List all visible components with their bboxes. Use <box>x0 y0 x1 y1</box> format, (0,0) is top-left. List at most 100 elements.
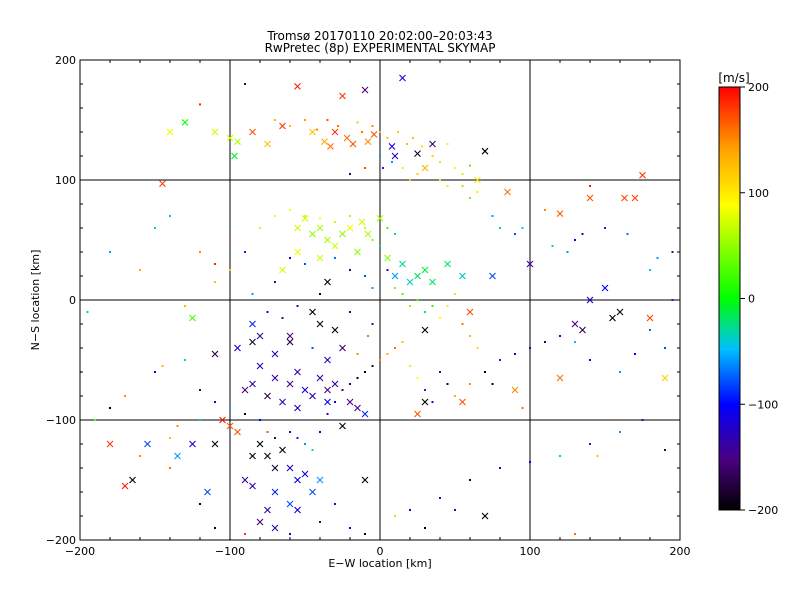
data-point-x <box>481 147 489 155</box>
data-point-dot <box>319 217 321 220</box>
data-point-x <box>364 230 372 238</box>
data-point-x <box>204 488 211 496</box>
data-point-dot <box>671 251 674 253</box>
data-point-dot <box>521 407 524 409</box>
data-point-dot <box>401 293 404 295</box>
data-point-dot <box>296 437 299 439</box>
data-point-dot <box>214 527 216 529</box>
data-point-x <box>241 476 249 484</box>
data-point-dot <box>514 353 516 355</box>
data-point-dot <box>491 215 494 217</box>
data-point-dot <box>371 287 374 289</box>
data-point-x <box>358 218 366 226</box>
data-point-dot <box>386 227 389 229</box>
data-point-x <box>316 476 324 484</box>
grid-lines <box>80 60 680 540</box>
chart-title: Tromsø 20170110 20:02:00–20:03:43 <box>266 29 492 43</box>
data-point-x <box>354 404 361 412</box>
x-tick-label: −200 <box>65 545 95 558</box>
data-point-dot <box>574 239 576 241</box>
data-point-x <box>331 380 339 388</box>
data-point-x <box>174 452 181 460</box>
data-point-dot <box>319 431 321 433</box>
data-point-dot <box>319 521 321 523</box>
data-point-x <box>388 143 396 150</box>
data-point-dot <box>499 227 501 229</box>
data-point-dot <box>394 287 396 289</box>
data-point-dot <box>371 125 374 127</box>
data-point-x <box>264 452 271 460</box>
data-point-dot <box>139 455 141 457</box>
data-point-dot <box>289 431 291 433</box>
data-point-x <box>331 128 339 136</box>
data-point-x <box>226 422 234 430</box>
data-point-dot <box>154 371 156 373</box>
data-point-dot <box>274 437 276 439</box>
data-point-dot <box>154 227 156 229</box>
data-point-dot <box>251 293 254 295</box>
data-point-dot <box>316 128 318 131</box>
data-point-x <box>526 260 534 268</box>
data-point-dot <box>199 503 201 505</box>
data-point-dot <box>367 335 369 337</box>
data-point-dot <box>394 347 396 349</box>
data-point-dot <box>559 455 561 457</box>
data-point-dot <box>337 125 339 127</box>
data-point-x <box>621 194 628 202</box>
data-point-x <box>286 332 294 340</box>
y-tick-label: −100 <box>46 414 76 427</box>
data-point-dot <box>589 443 591 445</box>
data-point-x <box>249 452 256 460</box>
data-point-x <box>286 380 294 388</box>
data-point-dot <box>397 131 399 133</box>
data-point-x <box>249 380 256 388</box>
data-point-x <box>309 230 316 238</box>
data-point-dot <box>229 239 231 241</box>
data-point-dot <box>671 299 674 301</box>
data-point-x <box>316 374 324 382</box>
data-point-x <box>631 194 639 202</box>
colorbar-tick-label: 200 <box>748 81 769 94</box>
data-point-x <box>256 518 264 526</box>
data-point-dot <box>289 209 291 211</box>
data-point-x <box>639 171 646 179</box>
data-point-x <box>256 362 264 370</box>
data-point-dot <box>499 467 501 469</box>
data-point-x <box>556 210 564 217</box>
data-point-dot <box>446 185 449 187</box>
data-point-dot <box>476 347 479 349</box>
data-point-dot <box>394 233 396 235</box>
data-point-x <box>414 410 421 418</box>
data-point-dot <box>476 191 479 193</box>
data-point-dot <box>184 305 186 307</box>
data-point-dot <box>304 443 306 445</box>
data-point-x <box>414 150 421 157</box>
data-point-x <box>249 482 256 490</box>
data-point-x <box>234 428 241 436</box>
data-point-dot <box>424 389 426 391</box>
data-point-x <box>331 242 339 250</box>
data-point-x <box>234 344 241 352</box>
data-point-dot <box>214 401 216 403</box>
data-point-dot <box>421 145 423 148</box>
data-point-dot <box>349 173 351 175</box>
data-point-dot <box>274 119 276 121</box>
data-point-dot <box>469 479 471 481</box>
data-point-dot <box>304 119 306 121</box>
data-point-x <box>166 128 174 136</box>
data-point-dot <box>281 317 284 319</box>
chart-subtitle: RwPretec (8p) EXPERIMENTAL SKYMAP <box>265 41 496 55</box>
data-point-x <box>249 320 256 328</box>
data-point-dot <box>199 103 201 106</box>
data-point-dot <box>416 377 419 379</box>
data-point-dot <box>439 497 441 499</box>
data-point-dot <box>214 263 216 265</box>
colorbar <box>718 86 741 511</box>
data-point-x <box>571 320 579 328</box>
data-point-dot <box>409 509 411 511</box>
data-point-dot <box>371 323 374 325</box>
data-point-x <box>354 248 361 256</box>
data-point-dot <box>259 227 261 229</box>
data-point-dot <box>424 527 426 529</box>
data-point-x <box>459 272 466 280</box>
